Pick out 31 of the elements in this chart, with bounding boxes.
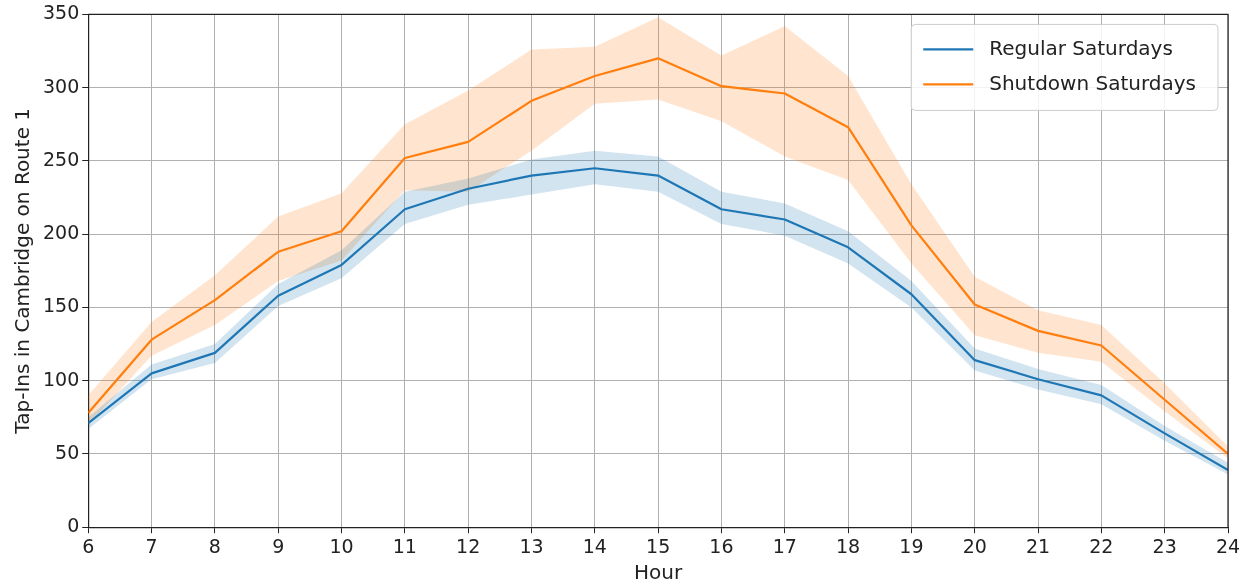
x-tick-label: 22 bbox=[1089, 534, 1114, 557]
x-tick-label: 14 bbox=[582, 534, 607, 557]
y-tick-label: 350 bbox=[43, 1, 80, 24]
y-tick-label: 200 bbox=[43, 221, 80, 244]
x-tick-label: 23 bbox=[1152, 534, 1177, 557]
y-tick-label: 150 bbox=[43, 294, 80, 317]
x-axis-title: Hour bbox=[634, 560, 683, 585]
x-tick-label: 6 bbox=[82, 534, 95, 557]
x-tick-label: 9 bbox=[272, 534, 285, 557]
x-tick-label: 15 bbox=[646, 534, 671, 557]
y-tick-label: 300 bbox=[43, 74, 80, 97]
x-tick-label: 24 bbox=[1215, 534, 1241, 557]
y-tick-label: 250 bbox=[43, 147, 80, 170]
y-tick-label: 50 bbox=[55, 440, 80, 463]
x-tick-label: 21 bbox=[1025, 534, 1051, 557]
legend-label: Shutdown Saturdays bbox=[989, 70, 1197, 95]
x-tick-label: 12 bbox=[456, 534, 481, 557]
x-tick-label: 19 bbox=[899, 534, 924, 557]
legend-label: Regular Saturdays bbox=[989, 35, 1173, 60]
x-tick-label: 8 bbox=[208, 534, 221, 557]
y-tick-label: 0 bbox=[67, 514, 80, 537]
x-tick-label: 13 bbox=[519, 534, 544, 557]
x-tick-label: 16 bbox=[709, 534, 734, 557]
x-tick-label: 7 bbox=[145, 534, 158, 557]
x-tick-label: 18 bbox=[835, 534, 861, 557]
x-tick-label: 20 bbox=[962, 534, 987, 557]
x-tick-label: 10 bbox=[329, 534, 354, 557]
x-tick-label: 11 bbox=[392, 534, 417, 557]
x-tick-label: 17 bbox=[772, 534, 797, 557]
y-axis-title: Tap-Ins in Cambridge on Route 1 bbox=[10, 107, 35, 435]
y-tick-label: 100 bbox=[43, 367, 80, 390]
